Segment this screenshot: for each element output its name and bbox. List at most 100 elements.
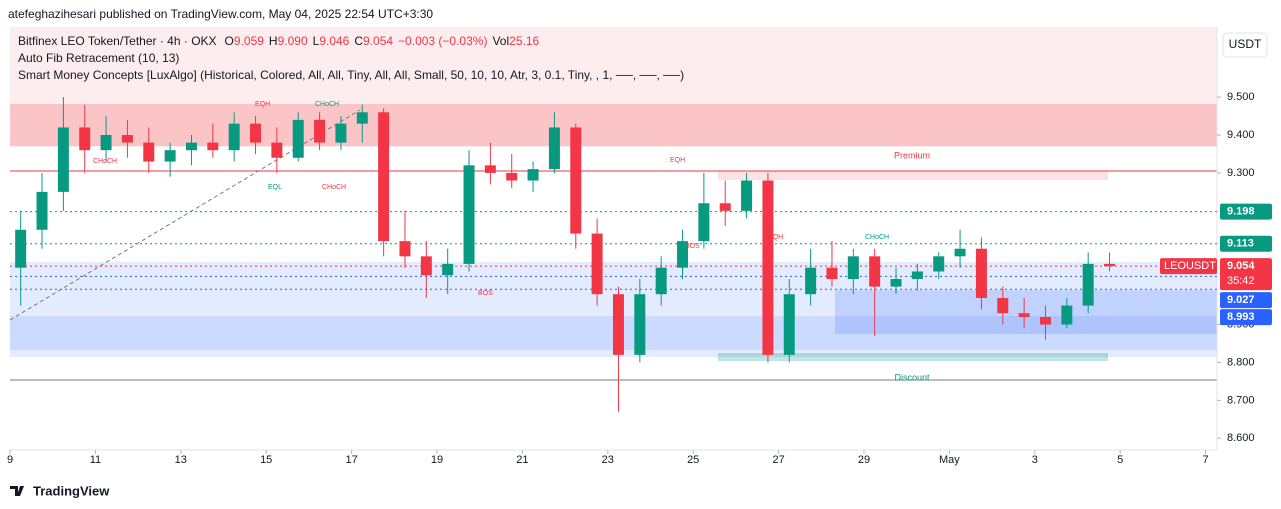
legend-item: 25.16: [509, 34, 539, 48]
candle-body: [442, 263, 454, 276]
legend-item: L: [313, 34, 320, 48]
candle-body: [36, 191, 48, 230]
symbol-tag: [1160, 258, 1217, 275]
candle-body: [484, 165, 496, 173]
candle-body: [911, 271, 923, 280]
x-tick-label: 15: [260, 454, 272, 466]
indicator: Auto Fib Retracement (10, 13): [18, 51, 179, 65]
candle-body: [506, 172, 518, 181]
candle-body: [741, 180, 753, 211]
candle-body: [655, 267, 667, 295]
x-tick-label: 11: [90, 454, 101, 466]
price-tag: [1220, 235, 1272, 252]
candle-body: [463, 165, 475, 264]
candle-body: [378, 112, 390, 242]
candle-body: [228, 123, 240, 151]
countdown: 35:42: [1227, 275, 1255, 287]
legend-item: 9.046: [319, 34, 349, 48]
candle-body: [292, 119, 304, 158]
x-tick-label: 17: [345, 454, 357, 466]
candle-body: [271, 142, 283, 158]
price-tag-label: 8.993: [1227, 311, 1255, 323]
candle-body: [591, 233, 603, 295]
premium-zone: [10, 27, 1217, 147]
candle-body: [399, 241, 411, 257]
candle-body: [527, 169, 539, 181]
annotation: CHoCH: [322, 184, 346, 191]
annotation: BOS: [685, 243, 700, 250]
candle-body: [677, 241, 689, 268]
candle-body: [783, 294, 795, 355]
candle-body: [1039, 316, 1051, 325]
price-tag: [1220, 292, 1272, 309]
legend-item: 9.054: [363, 34, 393, 48]
candle-body: [1082, 263, 1094, 306]
candle-body: [57, 127, 69, 192]
zone-label: Discount: [894, 372, 930, 382]
candle-body: [1061, 305, 1073, 325]
y-tick-label: 8.600: [1227, 432, 1255, 444]
candle-body: [548, 127, 560, 170]
candle-body: [890, 279, 902, 287]
x-tick-label: 7: [1203, 454, 1209, 466]
x-tick-label: 25: [687, 454, 699, 466]
candle-body: [570, 127, 582, 234]
candle-body: [250, 123, 262, 143]
price-tag-label: 9.054: [1227, 260, 1255, 272]
candle-body: [314, 119, 326, 143]
x-tick-label: 13: [175, 454, 187, 466]
candle-body: [121, 135, 133, 143]
legend-item: O: [225, 34, 234, 48]
fib-trend: [9, 109, 361, 321]
currency-button[interactable]: [1222, 32, 1268, 58]
candle-body: [762, 180, 774, 355]
zone-label: Premium: [894, 150, 930, 160]
x-tick-label: 5: [1117, 454, 1123, 466]
candle-body: [954, 248, 966, 257]
indicator: Smart Money Concepts [LuxAlgo] (Historic…: [18, 68, 684, 82]
x-tick-label: 9: [7, 454, 13, 466]
price-tag: [1220, 203, 1272, 220]
footer-logo: TradingView: [33, 483, 110, 498]
legend-item: H: [269, 34, 278, 48]
candle-body: [805, 267, 817, 295]
legend-item: 9.059: [234, 34, 264, 48]
y-tick-label: 9.500: [1227, 91, 1255, 103]
y-tick-label: 8.800: [1227, 356, 1255, 368]
supply-zone: [10, 104, 1217, 146]
symbol-tag-label: LEOUSDT: [1164, 260, 1216, 272]
candle-body: [143, 142, 155, 162]
price-tag-label: 9.198: [1227, 205, 1255, 217]
candle-body: [634, 294, 646, 355]
annotation: EQH: [670, 157, 685, 164]
candle-body: [335, 123, 347, 143]
price-tag: [1220, 258, 1272, 291]
annotation: CHoCH: [865, 234, 889, 241]
candle-body: [698, 203, 710, 242]
currency-label[interactable]: USDT: [1229, 37, 1262, 51]
ob-zone: [718, 171, 1108, 180]
candle-body: [869, 256, 881, 287]
candle-body: [185, 142, 197, 151]
price-tag: [1220, 309, 1272, 326]
legend-item: −0.003 (−0.03%): [398, 34, 487, 48]
annotation: CHoCH: [93, 158, 117, 165]
annotation: EQL: [268, 184, 282, 191]
price-tag-label: 9.113: [1227, 238, 1254, 250]
candle-body: [826, 267, 838, 280]
candle-body: [719, 203, 731, 211]
candle-body: [356, 112, 368, 124]
x-tick-label: 23: [602, 454, 614, 466]
candle-body: [1104, 263, 1116, 267]
discount-box: [718, 353, 1108, 361]
legend: Bitfinex LEO Token/Tether · 4h · OKX Aut…: [18, 34, 684, 82]
x-tick-label: 3: [1032, 454, 1038, 466]
annotation: EQH: [255, 101, 270, 108]
candle-body: [100, 135, 112, 151]
annotation: BOS: [478, 290, 493, 297]
candle-body: [79, 127, 91, 151]
candle-body: [847, 256, 859, 280]
ob-zone: [835, 290, 1217, 334]
x-tick-label: 21: [516, 454, 528, 466]
